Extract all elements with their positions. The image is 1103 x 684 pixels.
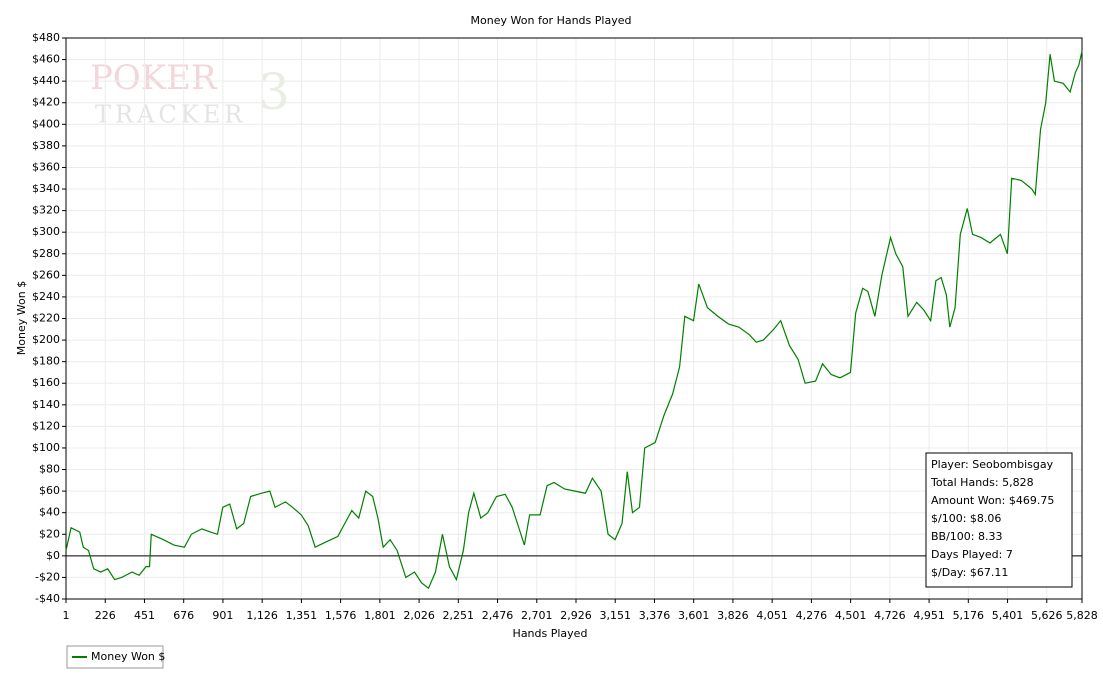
x-tick-label: 5,176 xyxy=(953,609,985,622)
y-tick-label: $220 xyxy=(32,312,60,325)
chart-title: Money Won for Hands Played xyxy=(471,14,632,27)
y-tick-label: $80 xyxy=(39,463,60,476)
x-tick-label: 2,476 xyxy=(482,609,514,622)
x-tick-label: 2,701 xyxy=(521,609,553,622)
legend-label: Money Won $ xyxy=(91,650,165,663)
y-tick-label: $160 xyxy=(32,376,60,389)
info-text: Days Played: 7 xyxy=(931,548,1013,561)
x-tick-label: 3,376 xyxy=(639,609,671,622)
x-tick-label: 226 xyxy=(95,609,116,622)
x-tick-label: 4,276 xyxy=(796,609,828,622)
y-tick-label: $20 xyxy=(39,527,60,540)
plot-frame xyxy=(65,37,1083,600)
x-tick-label: 2,926 xyxy=(560,609,592,622)
x-tick-label: 3,826 xyxy=(717,609,749,622)
y-tick-label: $180 xyxy=(32,355,60,368)
info-text: Player: Seobombisgay xyxy=(931,458,1054,471)
x-tick-label: 4,951 xyxy=(913,609,945,622)
y-tick-label: $280 xyxy=(32,247,60,260)
info-text: BB/100: 8.33 xyxy=(931,530,1003,543)
y-tick-label: $60 xyxy=(39,484,60,497)
x-tick-label: 5,626 xyxy=(1031,609,1063,622)
y-tick-label: $120 xyxy=(32,419,60,432)
x-tick-label: 3,151 xyxy=(599,609,631,622)
y-tick-label: $240 xyxy=(32,290,60,303)
x-tick-label: 5,828 xyxy=(1066,609,1098,622)
y-tick-label: $420 xyxy=(32,96,60,109)
y-tick-label: $260 xyxy=(32,268,60,281)
y-tick-label: $100 xyxy=(32,441,60,454)
x-tick-label: 5,401 xyxy=(992,609,1024,622)
x-tick-label: 451 xyxy=(134,609,155,622)
y-tick-label: $300 xyxy=(32,225,60,238)
y-tick-label: $0 xyxy=(46,549,60,562)
info-box xyxy=(925,452,1073,588)
x-tick-label: 4,726 xyxy=(874,609,906,622)
x-tick-label: 1,576 xyxy=(325,609,357,622)
legend: Money Won $ xyxy=(66,645,165,669)
x-tick-label: 1 xyxy=(63,609,70,622)
watermark-number: 3 xyxy=(258,63,290,121)
y-tick-label: -$20 xyxy=(35,570,60,583)
legend-box xyxy=(66,645,164,669)
y-tick-label: -$40 xyxy=(35,592,60,605)
x-tick-label: 901 xyxy=(212,609,233,622)
info-text: $/Day: $67.11 xyxy=(931,566,1008,579)
x-tick-label: 3,601 xyxy=(678,609,710,622)
y-tick-label: $320 xyxy=(32,204,60,217)
y-tick-label: $380 xyxy=(32,139,60,152)
x-tick-label: 1,801 xyxy=(364,609,396,622)
y-axis-label: Money Won $ xyxy=(15,281,28,355)
series-line xyxy=(65,50,1083,590)
x-tick-label: 1,126 xyxy=(246,609,278,622)
x-axis-label: Hands Played xyxy=(513,627,588,640)
y-tick-label: $140 xyxy=(32,398,60,411)
x-tick-label: 2,026 xyxy=(403,609,435,622)
x-tick-label: 2,251 xyxy=(443,609,475,622)
y-tick-label: $400 xyxy=(32,117,60,130)
y-tick-label: $460 xyxy=(32,53,60,66)
y-tick-label: $340 xyxy=(32,182,60,195)
y-tick-label: $360 xyxy=(32,160,60,173)
y-tick-label: $480 xyxy=(32,31,60,44)
y-tick-label: $440 xyxy=(32,74,60,87)
info-text: Total Hands: 5,828 xyxy=(930,476,1034,489)
x-tick-label: 676 xyxy=(173,609,194,622)
x-tick-label: 4,051 xyxy=(756,609,788,622)
watermark-top: POKER xyxy=(90,58,218,98)
x-tick-label: 4,501 xyxy=(835,609,867,622)
info-text: $/100: $8.06 xyxy=(931,512,1001,525)
y-tick-label: $40 xyxy=(39,506,60,519)
info-text: Amount Won: $469.75 xyxy=(931,494,1054,507)
x-tick-label: 1,351 xyxy=(286,609,318,622)
y-tick-label: $200 xyxy=(32,333,60,346)
